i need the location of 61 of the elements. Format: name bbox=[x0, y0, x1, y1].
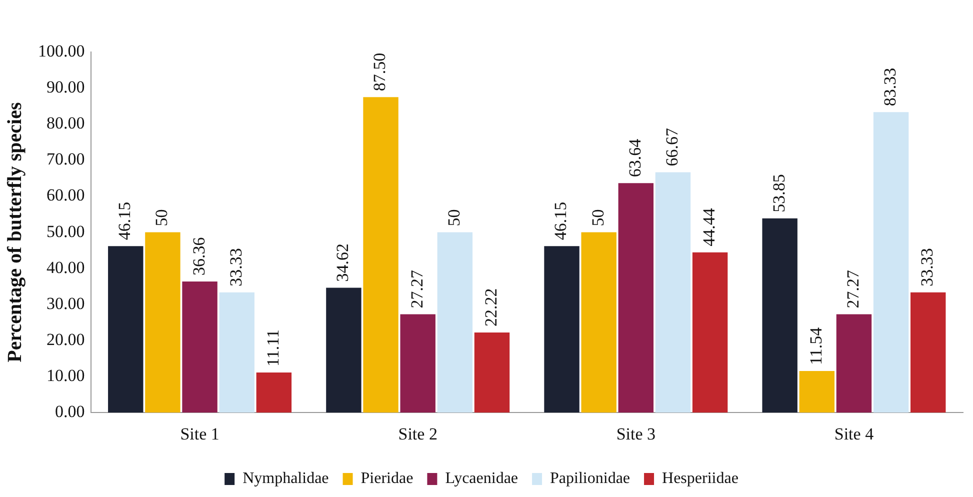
data-label: 50 bbox=[588, 209, 608, 226]
legend-label: Lycaenidae bbox=[445, 470, 518, 488]
data-label: 22.22 bbox=[481, 288, 500, 326]
bar bbox=[363, 97, 398, 413]
x-tick-label: Site 3 bbox=[616, 424, 656, 444]
bar bbox=[910, 292, 946, 413]
bar bbox=[762, 218, 798, 413]
bar bbox=[437, 232, 473, 413]
x-tick-label: Site 2 bbox=[398, 424, 438, 444]
data-label: 11.54 bbox=[806, 326, 826, 365]
bar bbox=[182, 281, 218, 413]
data-label: 33.33 bbox=[918, 248, 937, 286]
bar bbox=[618, 183, 654, 413]
data-label: 27.27 bbox=[843, 270, 862, 308]
data-label: 87.50 bbox=[370, 52, 390, 92]
data-label: 36.36 bbox=[189, 237, 208, 276]
data-label: 83.33 bbox=[880, 68, 900, 106]
data-label: 46.15 bbox=[551, 202, 570, 240]
data-label: 33.33 bbox=[226, 248, 246, 286]
bar bbox=[873, 112, 909, 413]
y-tick-label: 100.00 bbox=[38, 41, 85, 60]
bar bbox=[655, 172, 691, 413]
y-axis-title: Percentage of butterfly species bbox=[4, 102, 26, 362]
y-tick-label: 80.00 bbox=[46, 114, 85, 133]
data-label: 50 bbox=[152, 209, 172, 226]
bar bbox=[581, 232, 616, 413]
y-tick-label: 70.00 bbox=[46, 150, 85, 169]
data-label: 34.62 bbox=[333, 244, 352, 282]
bar bbox=[108, 246, 144, 413]
x-tick-label: Site 1 bbox=[180, 424, 220, 444]
bar bbox=[145, 232, 180, 413]
y-tick-label: 50.00 bbox=[46, 222, 85, 241]
y-tick-label: 10.00 bbox=[46, 366, 85, 386]
data-label: 66.67 bbox=[662, 127, 682, 166]
bar bbox=[692, 252, 728, 413]
data-label: 44.44 bbox=[700, 208, 719, 246]
legend-label: Papilionidae bbox=[550, 470, 630, 488]
bar bbox=[544, 246, 580, 413]
data-label: 27.27 bbox=[407, 270, 426, 308]
y-tick-label: 40.00 bbox=[46, 258, 85, 277]
y-tick-label: 60.00 bbox=[46, 186, 85, 205]
bar bbox=[326, 288, 362, 413]
y-tick-label: 30.00 bbox=[46, 294, 85, 313]
legend-label: Nymphalidae bbox=[242, 470, 329, 488]
bar bbox=[256, 372, 292, 413]
bar bbox=[799, 370, 835, 413]
data-label: 11.11 bbox=[263, 330, 282, 367]
data-label: 53.85 bbox=[769, 174, 788, 212]
legend-label: Hesperiidae bbox=[662, 470, 738, 488]
bar bbox=[474, 332, 510, 413]
legend-label: Pieridae bbox=[360, 470, 414, 488]
bar bbox=[400, 314, 436, 413]
data-label: 46.15 bbox=[115, 202, 134, 240]
data-label: 50 bbox=[444, 209, 464, 226]
bar bbox=[836, 314, 872, 413]
y-tick-label: 0.00 bbox=[55, 402, 85, 422]
y-tick-label: 90.00 bbox=[46, 78, 85, 97]
bar bbox=[219, 292, 254, 413]
x-tick-label: Site 4 bbox=[834, 424, 874, 444]
y-tick-label: 20.00 bbox=[46, 330, 85, 349]
data-label: 63.64 bbox=[625, 138, 644, 178]
